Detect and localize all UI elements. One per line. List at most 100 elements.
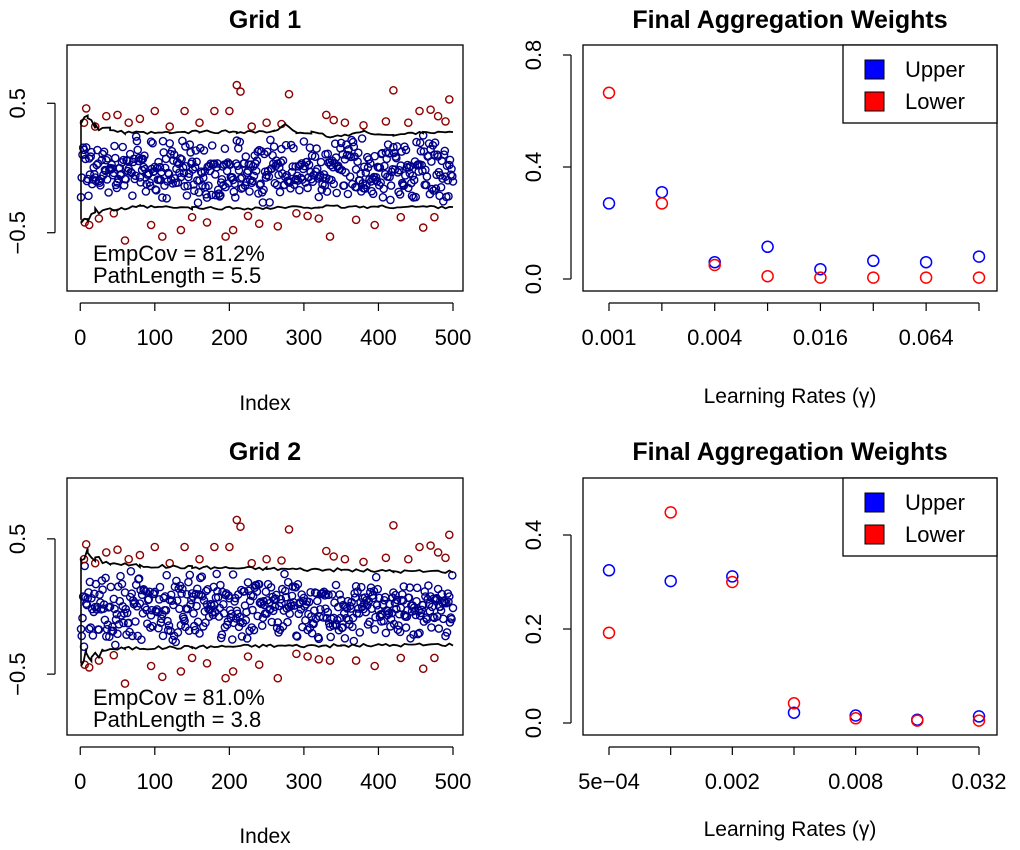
uncovered-point [389,86,398,95]
uncovered-point [135,114,145,124]
covered-point [84,191,93,201]
covered-point [371,572,381,582]
covered-point [394,165,404,175]
x-axis-label: Index [239,392,291,415]
covered-point [125,149,135,159]
y-tick-label: −0.5 [5,211,30,254]
x-tick-label: 0.002 [705,769,760,794]
uncovered-point [433,111,443,121]
covered-point [189,186,199,195]
covered-point [201,189,211,199]
covered-point [346,152,356,162]
covered-point [246,160,256,169]
covered-point [92,160,101,170]
uncovered-point [247,558,256,568]
covered-point [139,162,148,172]
empcov-annotation: EmpCov = 81.2% [93,241,265,266]
covered-point [140,151,149,160]
covered-point [188,165,198,174]
covered-point [216,580,225,590]
covered-point [229,187,239,197]
weight-point-lower [655,197,669,210]
covered-point [234,166,244,175]
covered-point [248,605,257,615]
covered-point [349,636,359,646]
weight-point-lower [602,86,616,100]
weight-point-lower [664,506,677,519]
uncovered-point [340,118,350,127]
covered-point [440,146,450,156]
weight-point-upper [761,240,774,254]
uncovered-point [273,673,283,683]
covered-point [137,635,146,645]
covered-point [318,588,327,598]
covered-point [294,609,304,619]
x-axis-label: Learning Rates (γ) [704,818,877,841]
covered-point [385,172,394,182]
covered-point [381,628,391,638]
covered-point [81,143,91,152]
uncovered-point [403,554,413,564]
covered-point [220,144,230,153]
covered-point [424,581,433,590]
covered-point [434,624,444,633]
covered-point [201,618,210,628]
covered-point [213,592,223,602]
covered-point [177,589,186,598]
covered-point [442,628,452,637]
uncovered-point [232,80,242,90]
legend-swatch [864,91,885,112]
covered-point [113,629,122,639]
covered-point [412,137,421,147]
x-tick-label: 500 [435,769,472,794]
covered-point [391,153,401,163]
y-tick-label: 0.8 [521,40,546,71]
covered-point [393,625,403,635]
covered-point [157,193,167,202]
covered-point [150,587,160,597]
covered-point [356,582,366,592]
uncovered-point [150,542,160,552]
y-tick-label: 0.5 [5,88,30,119]
covered-point [292,631,301,641]
plot-frame [66,44,464,292]
x-tick-label: 200 [211,769,248,794]
covered-point [142,605,151,615]
uncovered-point [236,87,245,96]
weight-point-lower [849,712,862,725]
covered-point [401,145,411,155]
uncovered-point [325,232,335,241]
x-tick-label: 0.032 [951,769,1006,794]
uncovered-point [243,652,253,661]
covered-point [248,176,257,186]
uncovered-point [225,106,234,116]
weight-point-upper [787,706,801,719]
uncovered-point [187,212,197,222]
covered-point [131,617,140,626]
uncovered-point [325,656,335,665]
covered-point [345,151,354,160]
weight-point-upper [972,250,986,263]
uncovered-point [292,649,301,659]
covered-point [343,596,353,606]
covered-point [195,573,205,583]
uncovered-point [262,118,271,127]
covered-point [227,635,237,644]
covered-point [249,171,259,181]
covered-point [114,620,124,629]
covered-point [357,134,367,143]
uncovered-point [277,556,286,565]
covered-point [293,580,303,589]
covered-point [295,185,304,195]
covered-point [172,596,182,606]
covered-point [341,168,350,177]
uncovered-point [232,515,242,525]
uncovered-point [109,650,119,660]
uncovered-point [254,660,264,670]
chart-panel-3: Grid 2 0 100 200 300 400 500 −0.5 0.5 Index EmpCov… [5,438,471,848]
covered-point [189,609,198,618]
covered-point [182,191,192,200]
covered-point [368,189,378,199]
covered-point [245,187,254,196]
covered-point [217,174,227,184]
